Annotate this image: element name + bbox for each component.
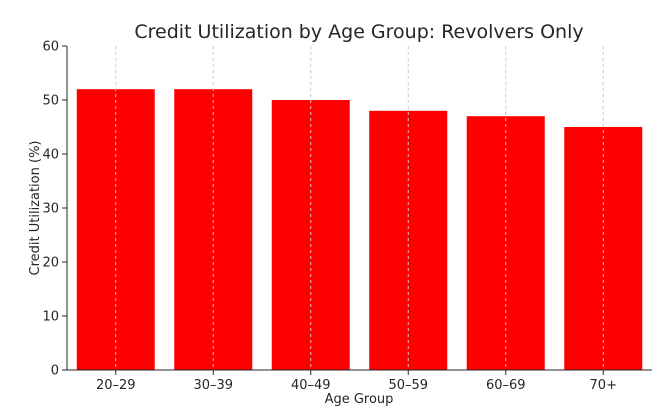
plot-area: 0 10 20 30 40 50 60 20–29 30–39 40–49 50–59 60–69 70… [42,40,652,393]
y-tick-label-6: 60 [42,40,59,55]
x-tick-label-4: 60–69 [486,378,526,393]
y-tick-label-3: 30 [42,202,59,217]
y-axis-label: Credit Utilization (%) [28,141,43,276]
chart-title: Credit Utilization by Age Group: Revolve… [134,21,583,43]
x-tick-label-3: 50–59 [388,378,428,393]
bar-4 [466,116,545,370]
x-tick-label-1: 30–39 [193,378,233,393]
x-tick-label-5: 70+ [590,378,617,393]
y-tick-label-4: 40 [42,148,59,163]
x-tick-label-2: 40–49 [291,378,331,393]
x-tick-label-0: 20–29 [96,378,136,393]
y-tick-label-5: 50 [42,94,59,109]
y-tick-label-2: 20 [42,256,59,271]
y-tick-label-1: 10 [42,310,59,325]
y-tick-label-0: 0 [51,364,59,379]
x-axis-label: Age Group [325,392,394,407]
bar-5 [564,127,643,370]
